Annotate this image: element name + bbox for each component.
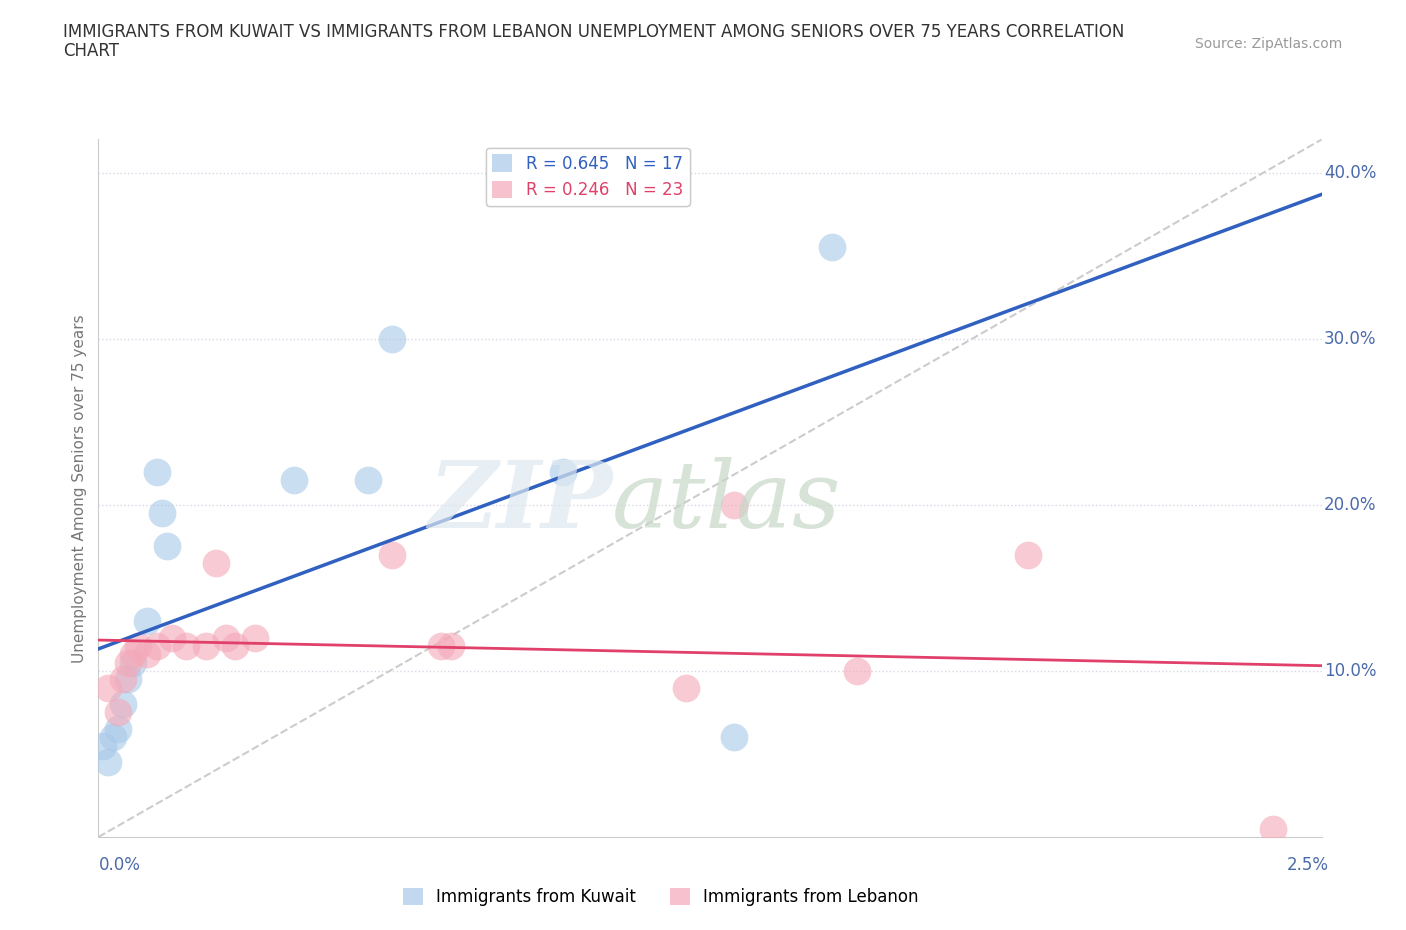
Point — [723, 498, 745, 512]
Text: 2.5%: 2.5% — [1286, 856, 1329, 873]
Point — [195, 639, 218, 654]
Point — [356, 472, 378, 487]
Text: CHART: CHART — [63, 42, 120, 60]
Point — [430, 639, 453, 654]
Point — [146, 639, 169, 654]
Point — [1261, 821, 1284, 836]
Point — [214, 631, 236, 645]
Point — [156, 539, 179, 554]
Point — [97, 755, 120, 770]
Point — [121, 655, 143, 670]
Point — [1017, 547, 1039, 562]
Text: 10.0%: 10.0% — [1324, 662, 1376, 680]
Point — [111, 697, 134, 711]
Point — [176, 639, 198, 654]
Text: 20.0%: 20.0% — [1324, 496, 1376, 514]
Point — [136, 614, 159, 629]
Point — [146, 464, 169, 479]
Point — [553, 464, 575, 479]
Point — [821, 240, 844, 255]
Text: 40.0%: 40.0% — [1324, 164, 1376, 181]
Point — [381, 547, 404, 562]
Text: Source: ZipAtlas.com: Source: ZipAtlas.com — [1195, 37, 1343, 51]
Text: IMMIGRANTS FROM KUWAIT VS IMMIGRANTS FROM LEBANON UNEMPLOYMENT AMONG SENIORS OVE: IMMIGRANTS FROM KUWAIT VS IMMIGRANTS FRO… — [63, 23, 1125, 41]
Point — [381, 331, 404, 346]
Point — [675, 680, 697, 695]
Point — [440, 639, 463, 654]
Point — [107, 722, 129, 737]
Point — [845, 663, 868, 678]
Text: ZIP: ZIP — [427, 458, 612, 547]
Point — [117, 671, 139, 686]
Point — [243, 631, 266, 645]
Point — [117, 655, 139, 670]
Point — [723, 730, 745, 745]
Point — [91, 738, 114, 753]
Point — [101, 730, 124, 745]
Point — [136, 647, 159, 662]
Point — [111, 671, 134, 686]
Point — [97, 680, 120, 695]
Text: 30.0%: 30.0% — [1324, 330, 1376, 348]
Legend: R = 0.645   N = 17, R = 0.246   N = 23: R = 0.645 N = 17, R = 0.246 N = 23 — [485, 148, 690, 206]
Point — [127, 639, 149, 654]
Point — [224, 639, 246, 654]
Text: atlas: atlas — [612, 458, 842, 547]
Y-axis label: Unemployment Among Seniors over 75 years: Unemployment Among Seniors over 75 years — [72, 314, 87, 662]
Point — [121, 647, 143, 662]
Point — [283, 472, 305, 487]
Text: 0.0%: 0.0% — [98, 856, 141, 873]
Legend: Immigrants from Kuwait, Immigrants from Lebanon: Immigrants from Kuwait, Immigrants from … — [396, 881, 925, 912]
Point — [160, 631, 183, 645]
Point — [205, 555, 228, 570]
Point — [107, 705, 129, 720]
Point — [150, 506, 173, 521]
